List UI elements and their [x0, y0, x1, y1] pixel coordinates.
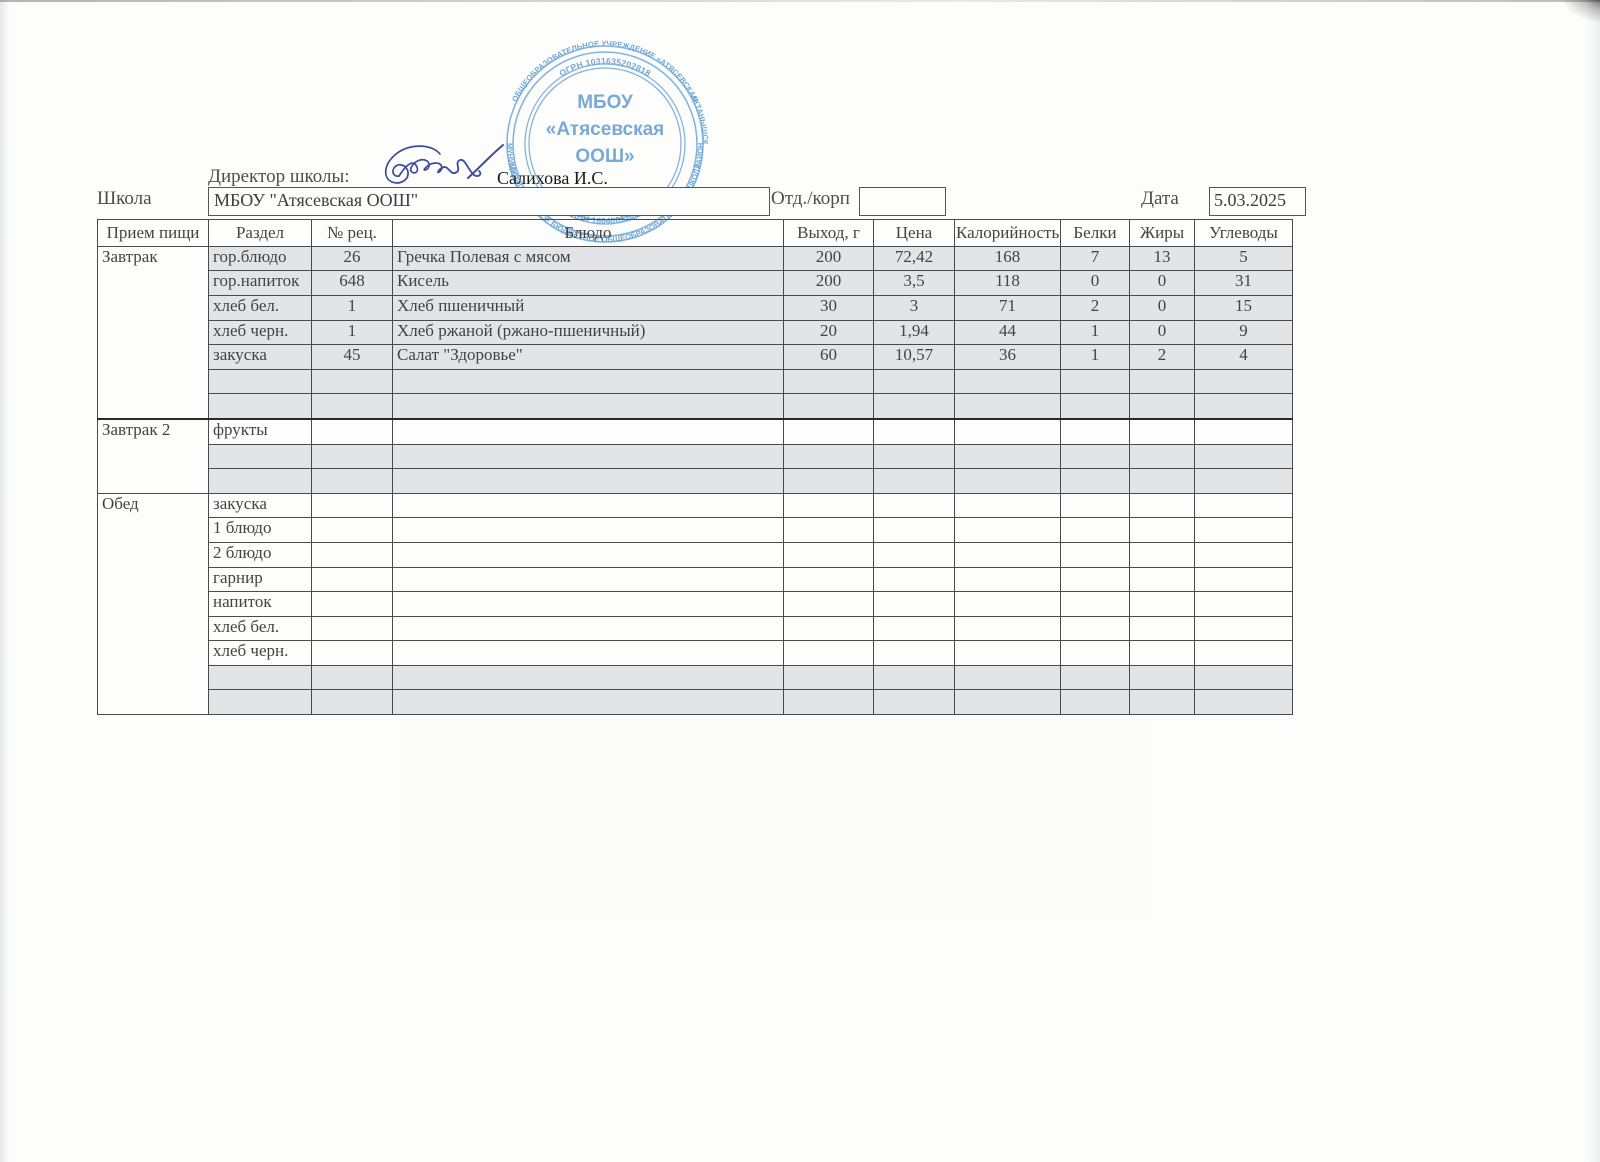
- svg-text:МБОУ: МБОУ: [577, 92, 633, 113]
- svg-text:АКТАНЫШСК: АКТАНЫШСК: [689, 93, 710, 145]
- svg-text:ООШ»: ООШ»: [575, 146, 634, 167]
- svg-text:«Атясевская: «Атясевская: [546, 119, 665, 140]
